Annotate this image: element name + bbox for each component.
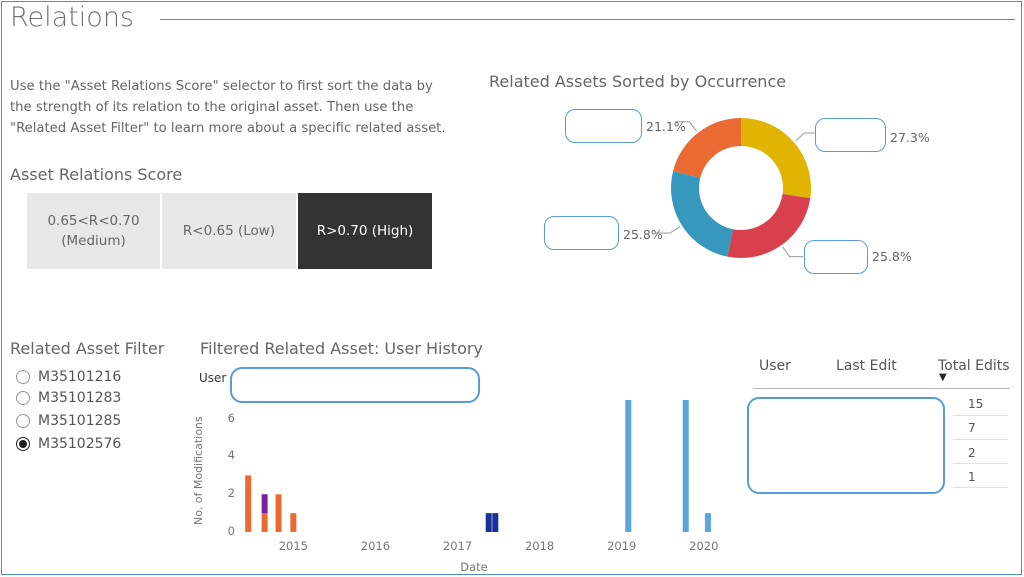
score-selector-label: Asset Relations Score bbox=[10, 165, 183, 184]
score-option-line: 0.65<R<0.70 bbox=[47, 213, 140, 229]
x-tick-label: 2019 bbox=[607, 539, 636, 553]
asset-filter-option-label: M35102576 bbox=[38, 436, 122, 452]
asset-filter-option[interactable]: M35102576 bbox=[16, 436, 121, 452]
donut-title: Related Assets Sorted by Occurrence bbox=[489, 72, 787, 91]
asset-filter-option[interactable]: M35101285 bbox=[16, 413, 121, 429]
donut-slice[interactable] bbox=[673, 118, 741, 178]
y-tick-label: 2 bbox=[228, 486, 235, 500]
total-edits-cell: 2 bbox=[968, 446, 976, 460]
donut-leader-line bbox=[675, 121, 698, 132]
score-option-line: (Medium) bbox=[61, 233, 126, 249]
sort-descending-icon[interactable]: ▼ bbox=[939, 372, 947, 383]
title-divider bbox=[160, 19, 1015, 20]
x-tick-label: 2015 bbox=[279, 539, 308, 553]
history-bar[interactable] bbox=[625, 400, 632, 532]
asset-filter-option[interactable]: M35101216 bbox=[16, 369, 121, 385]
asset-filter-label: Related Asset Filter bbox=[10, 339, 165, 358]
radio-unchecked-icon[interactable] bbox=[16, 370, 30, 384]
total-edits-cell: 15 bbox=[968, 397, 984, 411]
history-bar[interactable] bbox=[275, 494, 282, 532]
donut-callout-box bbox=[565, 109, 642, 143]
history-bar[interactable] bbox=[261, 494, 268, 514]
column-header-user[interactable]: User bbox=[759, 358, 791, 374]
donut-slice[interactable] bbox=[741, 118, 811, 199]
score-option-high[interactable]: R>0.70 (High) bbox=[298, 193, 432, 269]
history-bar[interactable] bbox=[492, 513, 499, 532]
radio-unchecked-icon[interactable] bbox=[16, 414, 30, 428]
column-header-last-edit[interactable]: Last Edit bbox=[836, 358, 897, 374]
donut-chart bbox=[656, 118, 819, 258]
donut-pct-label: 21.1% bbox=[646, 119, 686, 134]
donut-callout-box bbox=[544, 216, 619, 250]
history-bar[interactable] bbox=[245, 475, 252, 532]
history-bar[interactable] bbox=[704, 513, 711, 532]
total-edits-cell: 7 bbox=[968, 421, 976, 435]
x-tick-label: 2020 bbox=[689, 539, 718, 553]
history-bar[interactable] bbox=[261, 513, 268, 532]
donut-leader-line bbox=[795, 132, 819, 142]
user-history-chart: No. of Modifications 0 2 4 6 2015 2016 201… bbox=[192, 400, 718, 574]
asset-filter-option-label: M35101285 bbox=[38, 413, 122, 429]
donut-slice[interactable] bbox=[727, 194, 811, 258]
radio-unchecked-icon[interactable] bbox=[16, 391, 30, 405]
score-option-line: R<0.65 (Low) bbox=[182, 223, 276, 239]
table-row-divider bbox=[953, 415, 1008, 416]
donut-leader-line bbox=[656, 226, 681, 234]
x-tick-label: 2016 bbox=[361, 539, 390, 553]
column-header-total-edits[interactable]: Total Edits bbox=[938, 358, 1010, 374]
donut-callout-box bbox=[815, 118, 886, 152]
score-option-low[interactable]: R<0.65 (Low) bbox=[162, 193, 296, 269]
user-field-label: User bbox=[199, 371, 227, 385]
x-tick-label: 2017 bbox=[443, 539, 472, 553]
total-edits-cell: 1 bbox=[968, 470, 976, 484]
y-axis-title: No. of Modifications bbox=[192, 416, 205, 525]
asset-filter-option[interactable]: M35101283 bbox=[16, 390, 121, 406]
donut-slice[interactable] bbox=[671, 171, 733, 257]
table-header-rule bbox=[753, 388, 1010, 389]
history-bar[interactable] bbox=[682, 400, 689, 532]
score-option-line: R>0.70 (High) bbox=[316, 223, 414, 239]
table-user-redacted-box bbox=[747, 397, 945, 494]
x-tick-label: 2018 bbox=[525, 539, 554, 553]
user-filter-box[interactable] bbox=[230, 367, 480, 403]
radio-checked-icon[interactable] bbox=[16, 437, 30, 451]
y-tick-label: 6 bbox=[228, 411, 235, 425]
page-title: Relations bbox=[10, 2, 134, 33]
donut-callout-box bbox=[804, 240, 868, 274]
donut-pct-label: 25.8% bbox=[623, 227, 663, 242]
donut-pct-label: 27.3% bbox=[890, 130, 930, 145]
score-option-medium[interactable]: 0.65<R<0.70 (Medium) bbox=[27, 193, 160, 269]
asset-filter-option-label: M35101216 bbox=[38, 369, 122, 385]
table-row-divider bbox=[953, 439, 1008, 440]
asset-filter-option-label: M35101283 bbox=[38, 390, 122, 406]
table-row-divider bbox=[953, 463, 1008, 464]
instructions-text: Use the "Asset Relations Score" selector… bbox=[10, 79, 446, 136]
table-row-divider bbox=[953, 487, 1008, 488]
x-axis-title: Date bbox=[460, 560, 488, 574]
history-title: Filtered Related Asset: User History bbox=[200, 339, 483, 358]
y-tick-label: 4 bbox=[228, 448, 235, 462]
donut-leader-line bbox=[782, 246, 804, 258]
donut-pct-label: 25.8% bbox=[872, 249, 912, 264]
y-tick-label: 0 bbox=[228, 524, 235, 538]
history-bar[interactable] bbox=[485, 513, 492, 532]
history-bar[interactable] bbox=[290, 513, 297, 532]
